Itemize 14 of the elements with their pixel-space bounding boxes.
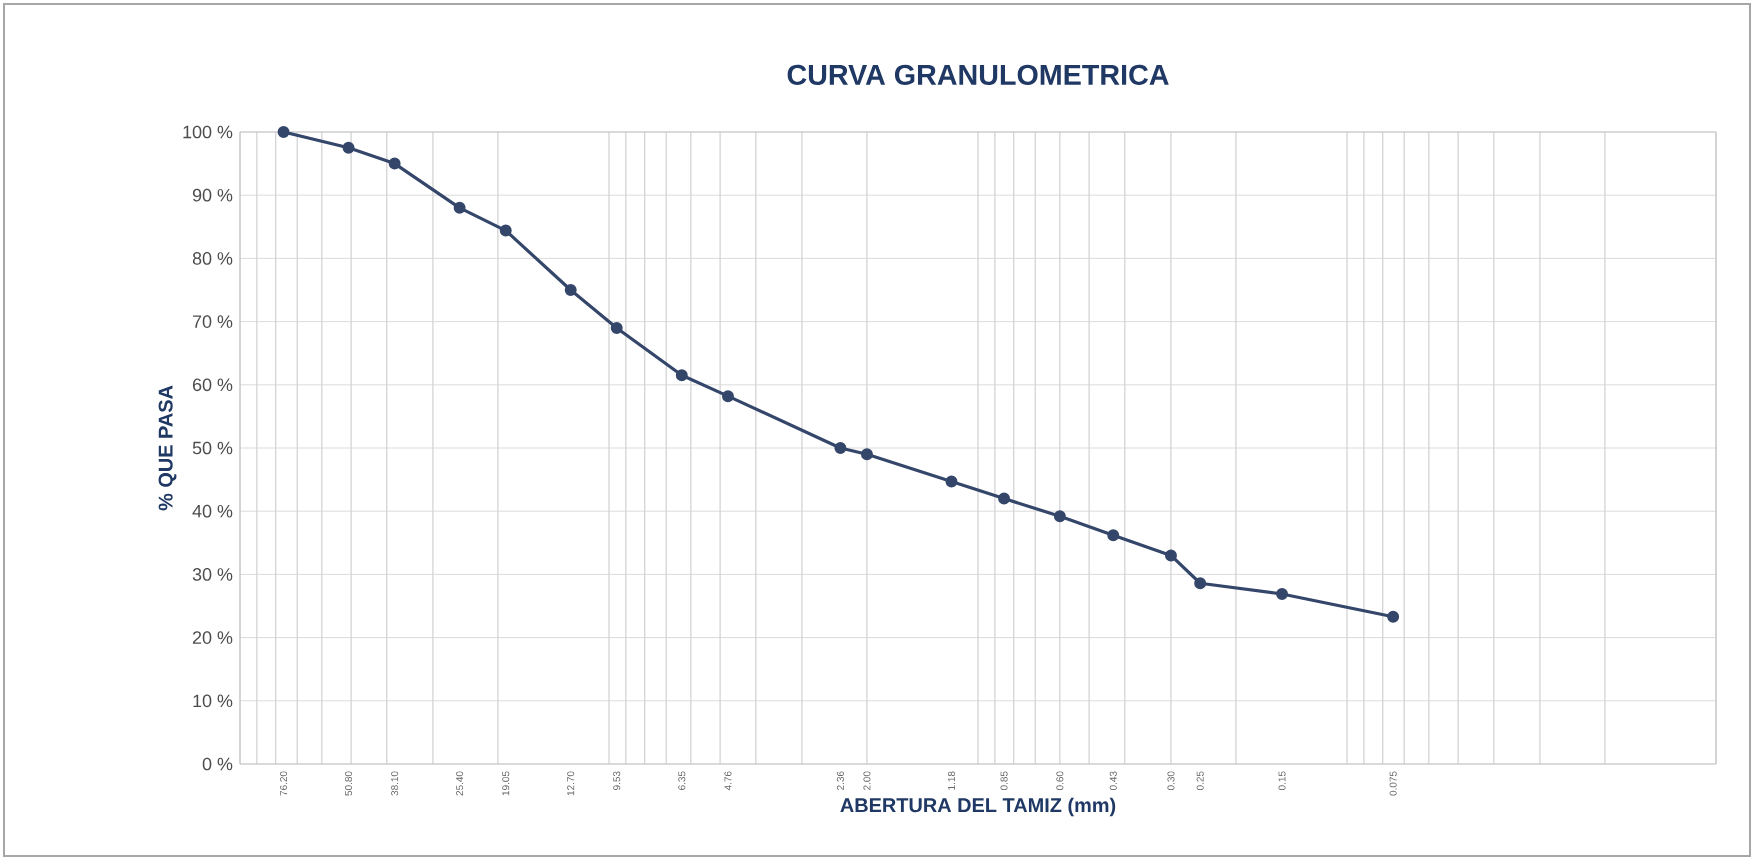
x-axis-title: ABERTURA DEL TAMIZ (mm) [840, 797, 1116, 817]
y-tick-label: 100 % [183, 125, 233, 139]
y-tick-label: 80 % [192, 252, 233, 265]
y-tick-label: 20 % [192, 631, 233, 644]
y-tick-label: 30 % [192, 568, 233, 581]
y-tick-label: 90 % [192, 188, 233, 202]
y-tick-label: 60 % [192, 378, 233, 392]
y-tick-label: 50 % [192, 441, 233, 455]
y-tick-label: 40 % [192, 504, 233, 518]
y-tick-label: 0 % [202, 757, 233, 771]
chart-title: CURVA GRANULOMETRICA [787, 64, 1169, 85]
y-tick-label: 10 % [193, 694, 233, 708]
y-tick-label: 70 % [192, 315, 233, 328]
y-axis-title: % QUE PASA [158, 385, 177, 511]
